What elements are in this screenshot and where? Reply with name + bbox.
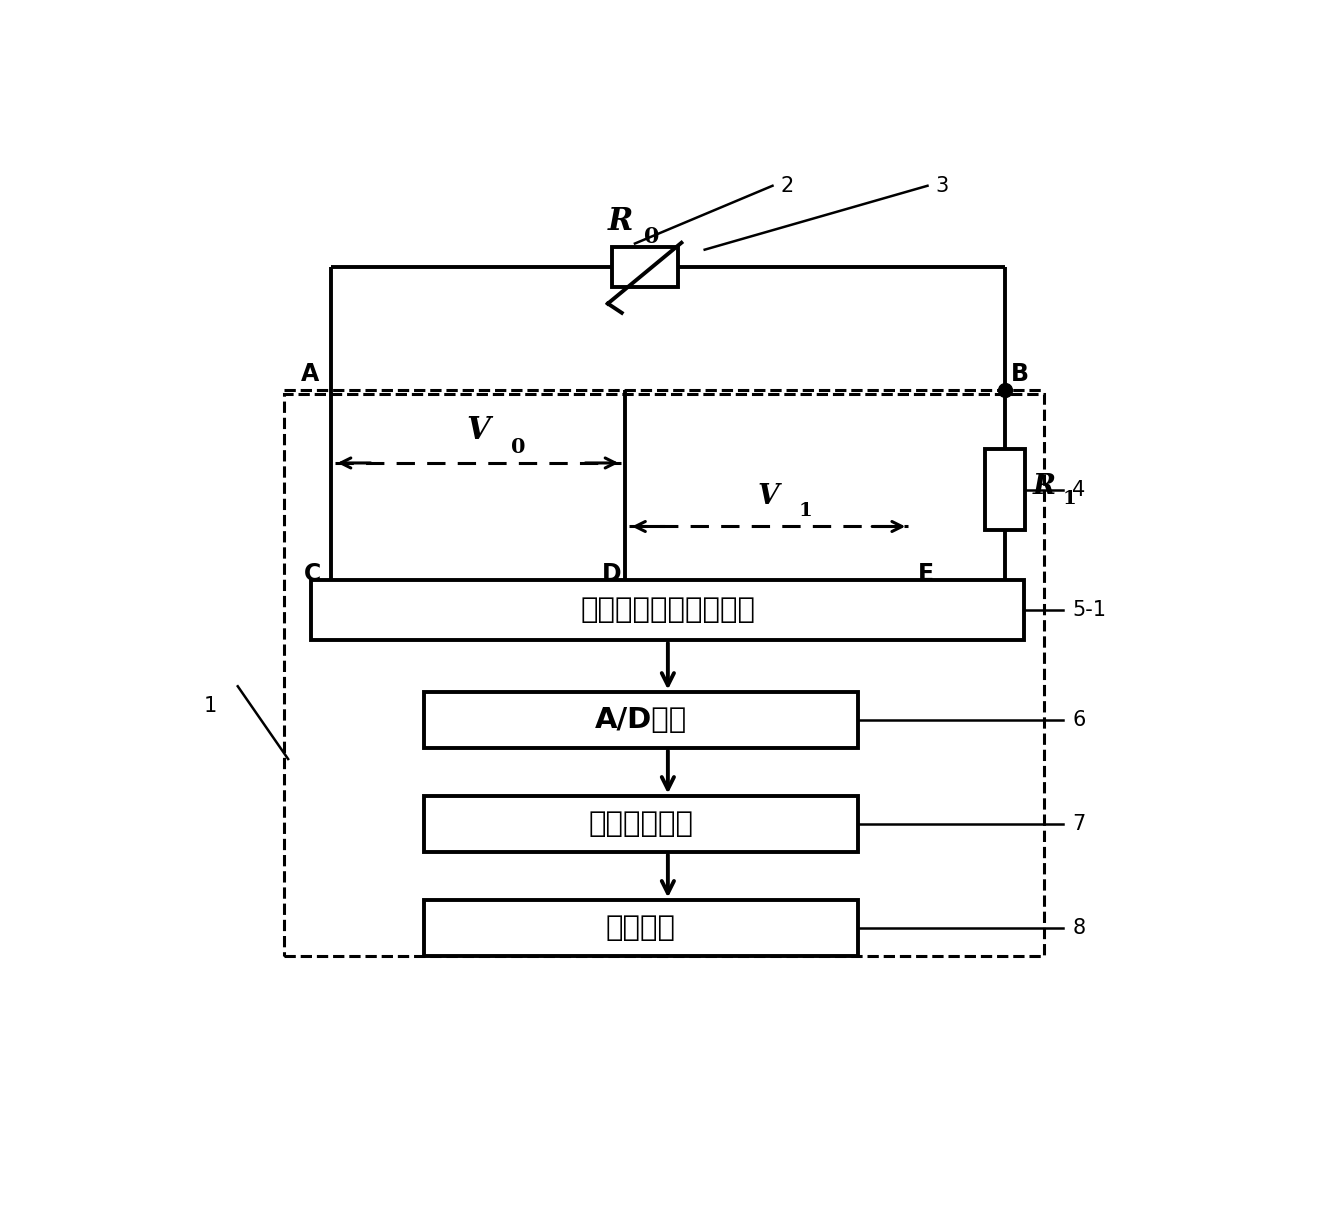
Text: 1: 1 <box>798 503 812 521</box>
Text: 温度计算模块: 温度计算模块 <box>589 811 694 838</box>
Text: E: E <box>918 562 934 586</box>
Text: V: V <box>758 482 780 510</box>
Text: 7: 7 <box>1073 814 1086 834</box>
Text: C: C <box>304 562 321 586</box>
Text: A: A <box>301 362 319 387</box>
Text: A/D转换: A/D转换 <box>594 707 687 734</box>
Text: 8: 8 <box>1073 918 1086 939</box>
Bar <box>423 692 857 748</box>
Text: 1: 1 <box>204 696 218 715</box>
Text: 0: 0 <box>511 437 526 457</box>
Bar <box>612 246 677 286</box>
Text: 6: 6 <box>1073 710 1086 730</box>
Text: 5-1: 5-1 <box>1073 600 1106 620</box>
Text: D: D <box>602 562 621 586</box>
Text: B: B <box>1011 362 1030 387</box>
Text: V: V <box>466 416 489 446</box>
Text: R: R <box>607 207 633 237</box>
Text: 3: 3 <box>935 176 949 196</box>
Text: 0: 0 <box>644 226 660 248</box>
Bar <box>312 580 1024 640</box>
Bar <box>423 900 857 956</box>
Text: 2: 2 <box>781 176 793 196</box>
Text: 1: 1 <box>1062 490 1077 509</box>
Text: 恒压源及电压检测电路: 恒压源及电压检测电路 <box>581 596 755 625</box>
Bar <box>423 796 857 852</box>
Bar <box>284 394 1044 956</box>
Text: R: R <box>1034 472 1056 500</box>
Text: 输出端口: 输出端口 <box>606 914 676 942</box>
Text: 4: 4 <box>1073 480 1086 500</box>
Bar <box>985 449 1025 530</box>
